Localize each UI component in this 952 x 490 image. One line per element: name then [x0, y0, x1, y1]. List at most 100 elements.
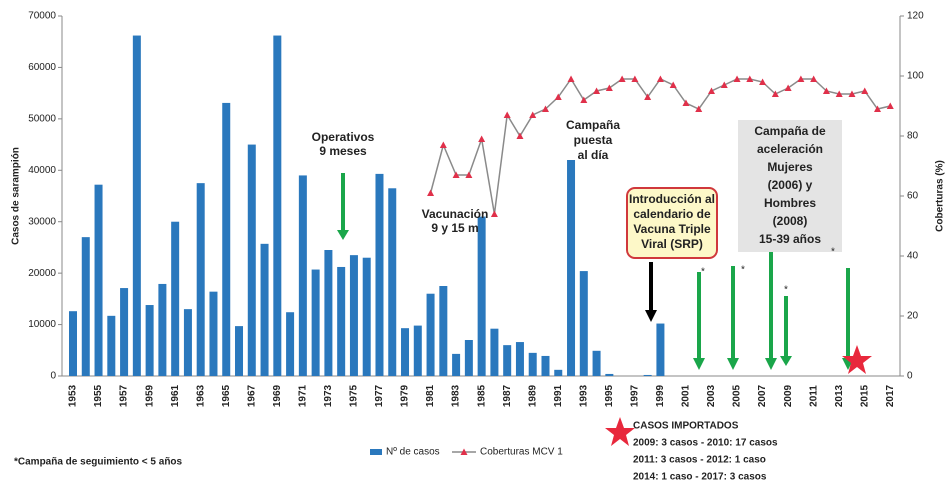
coverage-marker — [529, 111, 537, 118]
coverage-marker — [682, 99, 690, 106]
imported-cases: CASOS IMPORTADOS — [633, 421, 739, 432]
coverage-marker — [835, 90, 843, 97]
x-tick-label: 2013 — [834, 384, 845, 407]
legend-label: Nº de casos — [386, 447, 440, 458]
bar — [298, 175, 307, 376]
asterisk: * — [831, 247, 835, 258]
coverage-marker — [861, 87, 869, 94]
x-tick-label: 1967 — [246, 384, 257, 407]
x-tick-label: 1969 — [272, 384, 283, 407]
y2-tick-label: 0 — [907, 371, 913, 382]
legend-swatch — [370, 449, 382, 455]
coverage-marker — [771, 90, 779, 97]
coverage-marker — [695, 105, 703, 112]
coverage-marker — [848, 90, 856, 97]
bar — [209, 291, 218, 376]
bar — [579, 271, 588, 376]
coverage-marker — [516, 132, 524, 139]
coverage-marker — [656, 75, 664, 82]
campaign-box — [738, 120, 842, 252]
annotation: puesta — [574, 133, 613, 147]
x-tick-label: 2011 — [808, 385, 819, 407]
coverage-marker — [452, 171, 460, 178]
bar — [260, 243, 269, 376]
coverage-marker — [503, 111, 511, 118]
annotation: al día — [578, 148, 609, 162]
bar — [337, 266, 346, 376]
y2-tick-label: 20 — [907, 311, 919, 322]
bar — [311, 269, 320, 376]
bar — [554, 369, 563, 376]
bar — [567, 160, 576, 376]
bar — [643, 374, 652, 376]
bar — [605, 373, 614, 376]
bar — [158, 283, 167, 376]
bar — [439, 286, 448, 376]
y-tick-label: 20000 — [28, 268, 56, 279]
annotation: Mujeres — [767, 160, 813, 174]
annotation: (2006) y — [768, 178, 813, 192]
y2-tick-label: 100 — [907, 71, 924, 82]
coverage-marker — [746, 75, 754, 82]
annotation: 9 meses — [319, 144, 367, 158]
x-tick-label: 1965 — [221, 384, 232, 407]
bar — [196, 183, 205, 376]
x-tick-label: 2001 — [681, 384, 692, 407]
x-tick-label: 1995 — [604, 384, 615, 407]
annotation: (2008) — [773, 214, 808, 228]
coverage-marker — [733, 75, 741, 82]
bar — [286, 312, 295, 376]
x-tick-label: 1955 — [93, 384, 104, 407]
bar — [464, 340, 473, 376]
annotation: aceleración — [757, 142, 823, 156]
y-tick-label: 70000 — [28, 11, 56, 22]
bar — [120, 288, 129, 376]
bar — [222, 102, 231, 377]
coverage-marker — [797, 75, 805, 82]
coverage-marker — [439, 141, 447, 148]
bar — [81, 237, 90, 376]
x-tick-label: 1953 — [68, 384, 79, 407]
bar — [452, 353, 461, 376]
bar — [515, 342, 524, 376]
bar — [490, 328, 499, 376]
coverage-marker — [490, 210, 498, 217]
annotation: Vacuna Triple — [633, 222, 711, 236]
bar — [413, 325, 422, 376]
bar — [426, 293, 435, 376]
coverage-marker — [567, 75, 575, 82]
bar — [375, 173, 384, 376]
coverage-marker — [708, 87, 715, 94]
coverage-marker — [759, 78, 767, 85]
x-tick-label: 1999 — [655, 384, 666, 407]
coverage-marker — [580, 96, 588, 103]
bar — [247, 144, 256, 376]
coverage-marker — [874, 105, 882, 112]
bar — [171, 221, 180, 376]
bar — [273, 35, 282, 377]
x-tick-label: 2017 — [885, 384, 896, 407]
coverage-marker — [605, 84, 613, 91]
footnote: *Campaña de seguimiento < 5 años — [14, 457, 183, 468]
x-tick-label: 2009 — [783, 384, 794, 407]
x-tick-label: 1963 — [195, 384, 206, 407]
annotation: Viral (SRP) — [641, 237, 703, 251]
annotation: Vacunación — [422, 207, 489, 221]
x-tick-label: 1991 — [553, 384, 564, 407]
coverage-marker — [427, 189, 435, 196]
coverage-marker — [784, 84, 792, 91]
x-tick-label: 1987 — [502, 384, 513, 407]
bar — [656, 323, 665, 376]
imported-cases: 2011: 3 casos - 2012: 1 caso — [633, 455, 766, 466]
coverage-marker — [720, 81, 728, 88]
y2-tick-label: 120 — [907, 11, 924, 22]
y2-tick-label: 40 — [907, 251, 919, 262]
x-tick-label: 1957 — [119, 384, 130, 407]
y-tick-label: 30000 — [28, 216, 56, 227]
annotation: Campaña de — [754, 124, 826, 138]
y-tick-label: 40000 — [28, 165, 56, 176]
y2-axis-title: Coberturas (%) — [935, 160, 946, 232]
annotation: Operativos — [312, 130, 375, 144]
x-tick-label: 1975 — [349, 384, 360, 407]
